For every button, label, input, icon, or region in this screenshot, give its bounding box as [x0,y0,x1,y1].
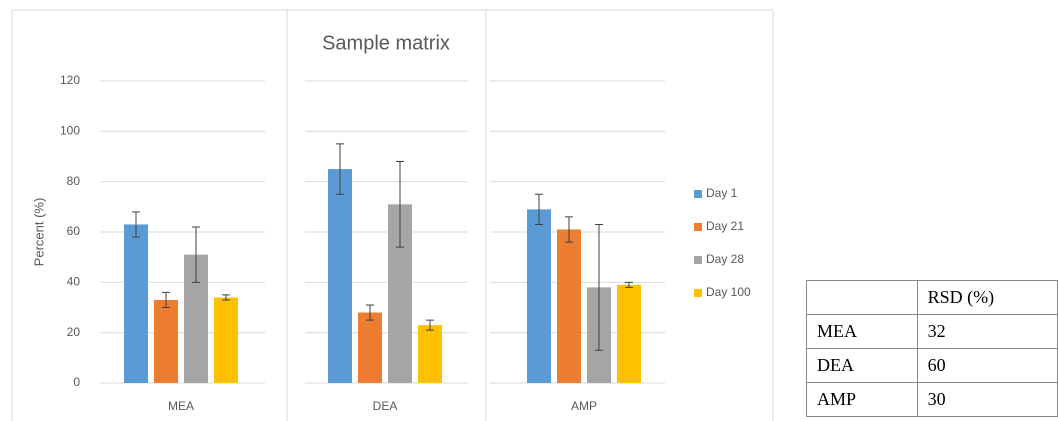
table-row: MEA 32 [806,314,1058,349]
legend-swatch [694,256,702,264]
bar [328,169,352,383]
table-row: DEA 60 [806,348,1058,383]
bar [214,297,238,383]
bar [557,229,581,383]
bar [124,224,148,383]
table-cell: 60 [916,348,1058,383]
error-bar [132,211,140,238]
y-tick-label: 80 [67,174,81,188]
legend-swatch [694,289,702,297]
bar [418,325,442,383]
error-bar [426,319,434,331]
bar [154,299,178,383]
table-cell: DEA [806,348,918,383]
y-tick-label: 100 [60,124,80,138]
error-bar [162,291,170,308]
table-header: RSD (%) [806,280,1058,315]
bar [527,209,551,383]
error-bar [192,226,200,283]
legend-label: Day 100 [706,285,751,299]
error-bar [366,304,374,321]
rsd-table: RSD (%) MEA 32 DEA 60 AMP 30 [806,280,1058,417]
x-tick-label: MEA [168,399,194,413]
table-cell: 30 [916,382,1058,417]
x-tick-label: AMP [571,399,597,413]
legend-label: Day 21 [706,219,744,233]
legend-swatch [694,223,702,231]
table-cell: MEA [806,314,918,349]
error-bar [535,193,543,225]
table-cell: 32 [916,314,1058,349]
table-cell: AMP [806,382,918,417]
error-bar [396,161,404,248]
error-bar [625,281,633,288]
legend-label: Day 1 [706,186,738,200]
y-tick-label: 0 [73,375,80,389]
error-bar [565,216,573,243]
table-corner [806,280,918,315]
y-tick-label: 60 [67,224,81,238]
chart-frame [11,9,774,421]
legend-label: Day 28 [706,252,744,266]
error-bar [336,143,344,195]
x-tick-label: DEA [373,399,398,413]
bar [358,312,382,383]
table-header-cell: RSD (%) [916,280,1058,315]
legend-swatch [694,190,702,198]
error-bar [222,294,230,301]
chart-title: Sample matrix [322,32,450,54]
y-tick-label: 40 [67,275,81,289]
bar [617,284,641,383]
y-tick-label: 120 [60,73,80,87]
y-tick-label: 20 [67,325,81,339]
error-bar [595,223,603,351]
y-axis-label: Percent (%) [31,198,46,267]
table-row: AMP 30 [806,382,1058,417]
